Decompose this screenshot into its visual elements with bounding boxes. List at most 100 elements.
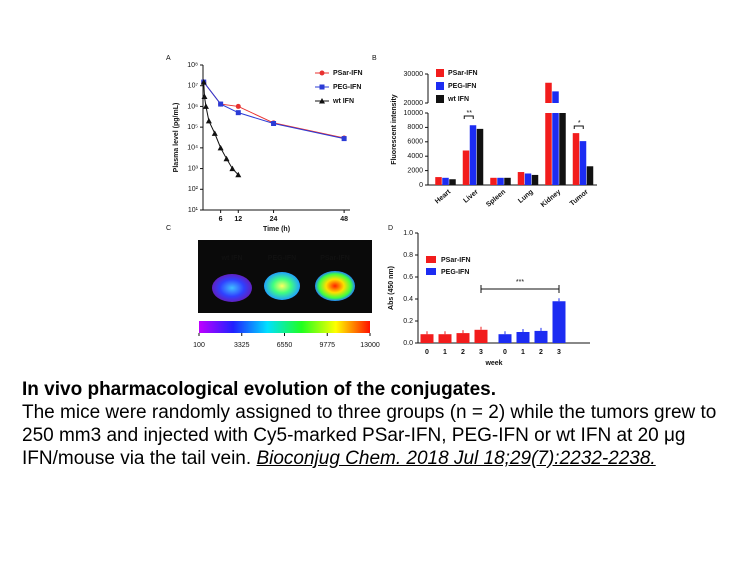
x-axis-label: Time (h) (263, 226, 290, 233)
y-tick-label: 0.8 (403, 252, 413, 259)
marker (211, 130, 218, 136)
legend-label: wt IFN (447, 96, 469, 103)
bar (469, 125, 477, 185)
y-tick-label: 6000 (407, 139, 423, 146)
colorbar-tick-label: 3325 (234, 342, 250, 349)
bar (572, 133, 580, 185)
panel-label: D (388, 225, 393, 232)
colorbar-tick-label: 100 (193, 342, 205, 349)
x-tick-label: 12 (234, 216, 242, 223)
image-label: wt IFN (221, 255, 243, 262)
x-tick-label: 6 (219, 216, 223, 223)
bar (559, 113, 566, 185)
marker (229, 165, 236, 172)
x-tick-label: 1 (521, 349, 525, 356)
significance-bracket (480, 285, 560, 293)
marker (202, 103, 209, 109)
bar (552, 301, 566, 343)
bar (524, 173, 532, 185)
bar (552, 91, 559, 185)
series-line (203, 82, 239, 176)
y-tick-label: 4000 (407, 153, 423, 160)
marker (319, 84, 325, 90)
bar (498, 334, 512, 343)
colorbar-tick-label: 13000 (360, 342, 380, 349)
bar (545, 82, 552, 185)
series-line (203, 81, 345, 139)
y-tick-label: 10000 (404, 110, 424, 117)
marker (200, 79, 207, 85)
bar (531, 174, 539, 185)
x-tick-label: 24 (270, 216, 278, 223)
y-tick-label: 0 (419, 182, 423, 189)
annotation: ** (467, 110, 473, 117)
y-tick-label: 2000 (407, 167, 423, 174)
significance-bracket (463, 115, 474, 119)
y-tick-label: 10¹ (188, 207, 199, 214)
colorbar (199, 321, 370, 333)
x-tick-label: Spleen (485, 189, 507, 209)
legend-label: PEG-IFN (333, 84, 361, 91)
marker (341, 136, 347, 142)
image-label: PSar-IFN (320, 255, 350, 262)
image-label: PEG-IFN (268, 255, 296, 262)
bar (420, 334, 434, 343)
y-tick-label: 10⁵ (187, 124, 198, 131)
annotation: * (578, 120, 581, 127)
legend-label: PEG-IFN (448, 83, 476, 90)
marker (235, 103, 241, 109)
citation-link[interactable]: Bioconjug Chem. 2018 Jul 18;29(7):2232-2… (256, 448, 656, 469)
x-tick-label: 2 (461, 349, 465, 356)
y-axis-label: Plasma level (pg/mL) (173, 103, 180, 173)
image-blob (212, 274, 252, 302)
y-axis-label: Fluorescent intensity (391, 94, 398, 165)
panel-label: B (372, 55, 377, 62)
y-tick-label: 20000 (404, 100, 424, 107)
significance-bracket (573, 125, 584, 129)
legend-label: wt IFN (332, 98, 354, 105)
y-axis-label: Abs (450 nm) (388, 266, 395, 310)
image-blob (264, 272, 300, 300)
bar (497, 177, 504, 185)
marker (217, 144, 224, 151)
marker (235, 110, 241, 116)
bar (456, 333, 470, 343)
y-tick-label: 0.2 (403, 318, 413, 325)
bar (435, 177, 442, 185)
y-tick-label: 8000 (407, 124, 423, 131)
y-tick-label: 10³ (188, 165, 199, 172)
marker (319, 98, 325, 104)
marker (201, 93, 208, 100)
y-tick-label: 10² (188, 186, 199, 193)
bar (516, 332, 530, 343)
x-tick-label: 0 (425, 349, 429, 356)
colorbar-tick-label: 6550 (277, 342, 293, 349)
panel-label: C (166, 225, 171, 232)
x-tick-label: 0 (503, 349, 507, 356)
x-tick-label: Heart (434, 188, 453, 205)
bar (504, 177, 511, 185)
y-tick-label: 10⁴ (187, 145, 198, 152)
bar (517, 172, 525, 185)
bar (490, 177, 497, 185)
y-tick-label: 10⁶ (187, 103, 198, 110)
marker (223, 155, 230, 162)
legend-swatch (426, 268, 436, 275)
x-tick-label: 48 (340, 216, 348, 223)
legend-label: PSar-IFN (448, 70, 478, 77)
panel-label: A (166, 55, 171, 62)
y-tick-label: 10⁸ (187, 62, 198, 69)
marker (271, 120, 277, 126)
x-axis-label: week (484, 360, 502, 367)
x-tick-label: Tumor (569, 188, 590, 207)
x-tick-label: Lung (517, 189, 535, 205)
legend-label: PSar-IFN (333, 70, 363, 77)
bar (476, 128, 484, 185)
marker (319, 70, 325, 76)
figure: 10¹ 10² 10³ 10⁴ 10⁵ 10⁶ 10⁷ 10⁸ Plasma level (pg… (166, 55, 597, 367)
y-tick-label: 10⁷ (188, 83, 199, 90)
caption-title: In vivo pharmacological evolution of the… (22, 379, 497, 400)
bar (474, 329, 488, 343)
legend-label: PSar-IFN (441, 257, 471, 264)
marker (235, 171, 242, 178)
